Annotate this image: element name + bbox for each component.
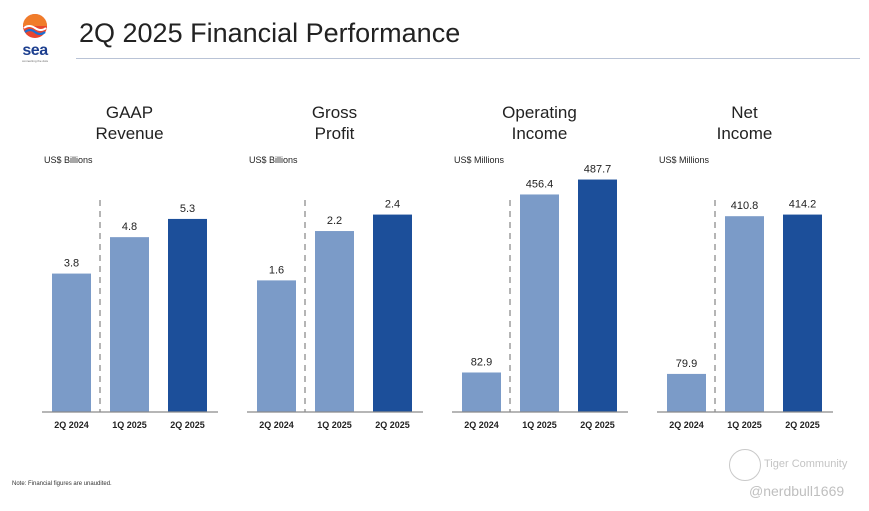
bar: [725, 216, 764, 412]
watermark: Tiger Community @nerdbull1669: [729, 447, 859, 507]
chart-title-line: Operating: [502, 103, 577, 122]
category-label: 2Q 2025: [580, 420, 615, 430]
category-label: 2Q 2024: [669, 420, 704, 430]
title-divider: [76, 58, 860, 59]
category-label: 2Q 2025: [170, 420, 205, 430]
unit-label: US$ Millions: [454, 155, 505, 165]
data-label: 4.8: [122, 221, 137, 233]
unit-label: US$ Billions: [44, 155, 93, 165]
chart-title-line: Profit: [314, 124, 355, 143]
bar: [520, 194, 559, 412]
category-label: 1Q 2025: [522, 420, 557, 430]
chart-title-line: Net: [731, 103, 758, 122]
data-label: 456.4: [526, 178, 554, 190]
data-label: 2.2: [327, 215, 342, 227]
logo-tagline: connecting the dots: [21, 59, 49, 63]
chart-title: Net Income: [657, 102, 832, 144]
bar: [168, 218, 207, 412]
watermark-brand: Tiger Community: [764, 458, 848, 470]
bar: [110, 237, 149, 412]
data-label: 410.8: [731, 200, 759, 212]
footnote: Note: Financial figures are unaudited.: [12, 481, 112, 487]
chart-panel: Operating Income US$ Millions 82.9 2Q 2024 45…: [452, 0, 652, 440]
chart-panel: GAAP Revenue US$ Billions 3.8 2Q 2024 4.8 1Q 2…: [42, 0, 242, 440]
bar-chart: 79.9 2Q 2024 410.8 1Q 2025 414.2 2Q 2025: [657, 199, 833, 430]
chart-title: Gross Profit: [247, 102, 422, 144]
bar: [462, 372, 501, 412]
logo-text: sea: [22, 42, 48, 59]
bar: [783, 214, 822, 412]
category-label: 1Q 2025: [317, 420, 352, 430]
chart-title: GAAP Revenue: [42, 102, 217, 144]
chart-title-line: Income: [716, 124, 773, 143]
chart-title: Operating Income: [452, 102, 627, 144]
chart-title-line: Gross: [311, 103, 358, 122]
chart-panel: Gross Profit US$ Billions 1.6 2Q 2024 2.2 1Q 2…: [247, 0, 447, 440]
unit-label: US$ Billions: [249, 155, 298, 165]
data-label: 414.2: [789, 199, 817, 211]
bar: [667, 373, 706, 412]
sea-logo: sea connecting the dots: [14, 12, 56, 63]
category-label: 2Q 2024: [464, 420, 499, 430]
bar-chart: 3.8 2Q 2024 4.8 1Q 2025 5.3 2Q 2025: [42, 200, 218, 430]
bar: [373, 214, 412, 412]
bar: [52, 273, 91, 412]
category-label: 2Q 2024: [54, 420, 89, 430]
data-label: 82.9: [471, 356, 492, 368]
page-title: 2Q 2025 Financial Performance: [79, 18, 461, 48]
bar: [257, 280, 296, 412]
data-label: 2.4: [385, 199, 400, 211]
chart-title-line: Income: [511, 124, 568, 143]
data-label: 487.7: [584, 164, 612, 176]
data-label: 5.3: [180, 203, 195, 215]
bar: [578, 179, 617, 412]
data-label: 3.8: [64, 258, 79, 270]
sea-logo-icon: [23, 14, 47, 38]
watermark-user: @nerdbull1669: [749, 483, 845, 499]
tiger-logo-icon: [729, 449, 761, 481]
bar: [315, 231, 354, 412]
category-label: 2Q 2025: [375, 420, 410, 430]
category-label: 1Q 2025: [112, 420, 147, 430]
bar-chart: 1.6 2Q 2024 2.2 1Q 2025 2.4 2Q 2025: [247, 199, 423, 430]
chart-panel: Net Income US$ Millions 79.9 2Q 2024 410.8 1Q …: [657, 0, 857, 440]
data-label: 1.6: [269, 264, 284, 276]
chart-title-line: GAAP: [105, 103, 154, 122]
category-label: 2Q 2024: [259, 420, 294, 430]
bar-chart: 82.9 2Q 2024 456.4 1Q 2025 487.7 2Q 2025: [452, 164, 628, 430]
data-label: 79.9: [676, 358, 697, 370]
chart-title-line: Revenue: [95, 124, 164, 143]
category-label: 1Q 2025: [727, 420, 762, 430]
unit-label: US$ Millions: [659, 155, 710, 165]
category-label: 2Q 2025: [785, 420, 820, 430]
